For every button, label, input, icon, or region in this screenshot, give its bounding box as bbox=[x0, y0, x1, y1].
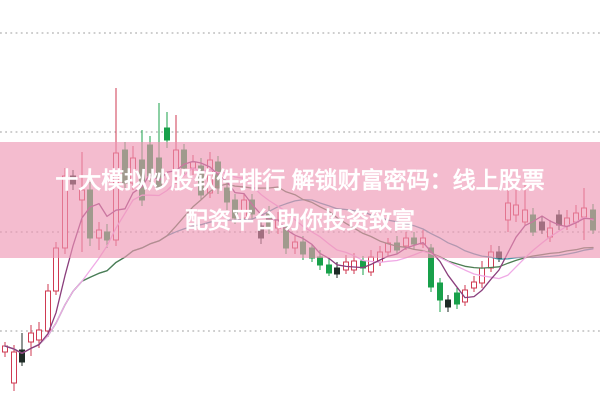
candle-body bbox=[454, 292, 460, 305]
candle-body bbox=[351, 260, 357, 271]
candle-body bbox=[471, 281, 477, 289]
headline-line-2: 配资平台助你投资致富 bbox=[185, 207, 415, 233]
candle-body bbox=[45, 290, 51, 332]
headline-overlay: 十大模拟炒股软件排行 解锁财富密码：线上股票 配资平台助你投资致富 bbox=[0, 142, 600, 258]
candle-body bbox=[445, 299, 451, 308]
candle-body bbox=[317, 256, 323, 266]
candle-body bbox=[11, 351, 17, 384]
candle-body bbox=[462, 289, 468, 303]
candle-body bbox=[437, 282, 443, 301]
candle-body bbox=[28, 332, 34, 343]
candle-body bbox=[326, 264, 332, 274]
candle-body bbox=[19, 349, 25, 363]
candle-body bbox=[164, 127, 170, 141]
candle-body bbox=[36, 329, 42, 341]
headline-line-1: 十大模拟炒股软件排行 解锁财富密码：线上股票 bbox=[55, 167, 545, 193]
candle-body bbox=[334, 267, 340, 275]
